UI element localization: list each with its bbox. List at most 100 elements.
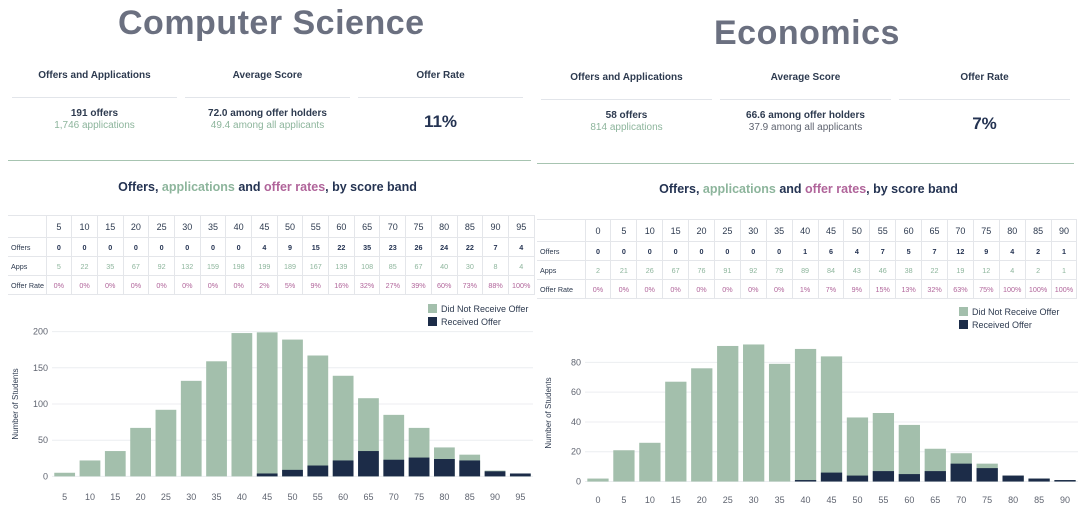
bar-received-offer xyxy=(950,463,972,482)
y-tick-label: 150 xyxy=(33,363,48,373)
offers-cell: 0 xyxy=(636,241,664,261)
x-tick-label: 40 xyxy=(801,495,811,505)
band-header-cell: 35 xyxy=(199,215,227,238)
score-band-table: 5 10 15 20 25 30 35 40 45 50 55 60 65 70 75 80 85 90 95 Off… xyxy=(8,215,535,295)
bar-did-not-receive xyxy=(872,413,895,482)
subtitle-applications: applications xyxy=(702,182,776,196)
subtitle-part: Offers, xyxy=(118,180,162,194)
legend-label: Received Offer xyxy=(972,320,1032,330)
table-row: Offers 0 0 0 0 0 0 0 0 4 9 15 22 35 23 26 24 22 7 4 xyxy=(8,237,535,257)
offers-cell: 0 xyxy=(662,241,690,261)
y-tick-label: 100 xyxy=(33,399,48,409)
x-tick-label: 85 xyxy=(1034,495,1044,505)
offers-cell: 0 xyxy=(71,237,98,257)
kpi-header-average: Average Score xyxy=(720,64,891,100)
offers-cell: 15 xyxy=(302,237,330,257)
legend-label: Did Not Receive Offer xyxy=(972,307,1059,317)
row-label: Offers xyxy=(537,241,586,261)
bar-received-offer xyxy=(484,471,506,477)
rate-cell: 100% xyxy=(1024,279,1052,299)
x-tick-label: 25 xyxy=(723,495,733,505)
offers-cell: 7 xyxy=(482,237,509,257)
apps-cell: 91 xyxy=(713,260,741,280)
bar-did-not-receive xyxy=(743,344,765,482)
legend-swatch xyxy=(959,320,968,329)
band-section-title: Offers, applications and offer rates, by… xyxy=(537,182,1080,196)
table-header-row: 0 5 10 15 20 25 30 35 40 45 50 55 60 65 70 75 80 85 90 xyxy=(537,219,1078,242)
row-label: Offer Rate xyxy=(8,275,47,295)
table-row: Apps 2 21 26 67 76 91 92 79 89 84 43 46 38 22 19 12 4 2 1 xyxy=(537,260,1078,280)
rate-cell: 32% xyxy=(921,279,948,299)
band-header-cell: 55 xyxy=(869,219,897,242)
kpi-header-offers: Offers and Applications xyxy=(12,62,177,98)
bar-did-not-receive xyxy=(768,363,791,482)
offers-cell: 0 xyxy=(45,237,73,257)
apps-cell: 40 xyxy=(430,256,458,276)
bar-received-offer xyxy=(924,471,946,482)
bar-did-not-receive xyxy=(180,380,202,477)
offers-bar-chart: 0 50 100 150 200 Number of Students 5 10 15 20 25 3… xyxy=(11,304,533,502)
subtitle-part: , by score band xyxy=(866,182,958,196)
bar-did-not-receive xyxy=(665,381,687,482)
bar-did-not-receive xyxy=(613,450,635,482)
bar-received-offer xyxy=(358,451,379,477)
y-tick-label: 0 xyxy=(576,477,581,487)
kpi-avg-all: 37.9 among all applicants xyxy=(748,122,863,133)
rate-cell: 7% xyxy=(817,279,845,299)
apps-cell: 21 xyxy=(610,260,638,280)
offers-cell: 0 xyxy=(688,241,715,261)
bar-did-not-receive xyxy=(587,478,609,482)
offers-cell: 0 xyxy=(122,237,150,257)
kpi-applications: 814 applications xyxy=(590,122,663,133)
legend-label: Received Offer xyxy=(441,317,501,327)
kpi-rate-value: 7% xyxy=(972,114,997,133)
bar-received-offer xyxy=(282,469,303,477)
rate-cell: 75% xyxy=(972,279,1000,299)
apps-cell: 4 xyxy=(507,256,535,276)
offers-cell: 4 xyxy=(998,241,1026,261)
offers-cell: 4 xyxy=(507,237,535,257)
kpi-average-score: 66.6 among offer holders 37.9 among all … xyxy=(716,110,895,156)
subtitle-offer-rates: offer rates xyxy=(264,180,326,194)
offers-cell: 22 xyxy=(328,237,355,257)
bar-received-offer xyxy=(408,457,430,477)
x-tick-label: 55 xyxy=(878,495,888,505)
band-header-cell: 85 xyxy=(456,215,484,238)
kpi-headers: Offers and Applications Average Score Of… xyxy=(537,64,1074,100)
divider xyxy=(537,163,1074,164)
rate-cell: 13% xyxy=(895,279,923,299)
apps-cell: 189 xyxy=(276,256,304,276)
rate-cell: 0% xyxy=(199,275,227,295)
offers-cell: 6 xyxy=(817,241,845,261)
band-header-cell: 75 xyxy=(405,215,432,238)
bar-did-not-receive xyxy=(717,345,739,482)
apps-cell: 43 xyxy=(843,260,871,280)
offers-cell: 0 xyxy=(96,237,124,257)
x-tick-label: 40 xyxy=(237,492,247,502)
apps-cell: 4 xyxy=(998,260,1026,280)
x-tick-label: 95 xyxy=(515,492,525,502)
rate-cell: 15% xyxy=(869,279,897,299)
legend-swatch xyxy=(959,307,968,316)
band-header-cell: 5 xyxy=(45,215,73,238)
offers-cell: 4 xyxy=(251,237,278,257)
rate-cell: 0% xyxy=(122,275,150,295)
rate-cell: 0% xyxy=(225,275,252,295)
table-row: Apps 5 22 35 67 92 132 159 198 199 189 167 139 108 85 6… xyxy=(8,256,535,276)
band-header-cell: 80 xyxy=(998,219,1026,242)
kpi-values: 191 offers 1,746 applications 72.0 among… xyxy=(8,108,527,154)
offers-cell: 12 xyxy=(946,241,974,261)
x-tick-label: 70 xyxy=(389,492,399,502)
x-tick-label: 45 xyxy=(826,495,836,505)
x-tick-label: 80 xyxy=(439,492,449,502)
rate-cell: 1% xyxy=(791,279,819,299)
apps-cell: 22 xyxy=(921,260,948,280)
rate-cell: 0% xyxy=(584,279,612,299)
x-tick-label: 75 xyxy=(414,492,424,502)
row-label xyxy=(537,219,586,242)
table-row: Offer Rate 0% 0% 0% 0% 0% 0% 0% 0% 1% 7% 9% 15% 13% 32… xyxy=(537,279,1078,299)
kpi-header-offers: Offers and Applications xyxy=(541,64,712,100)
bar-did-not-receive xyxy=(820,356,843,482)
bar-received-offer xyxy=(256,473,278,477)
offers-cell: 0 xyxy=(739,241,767,261)
